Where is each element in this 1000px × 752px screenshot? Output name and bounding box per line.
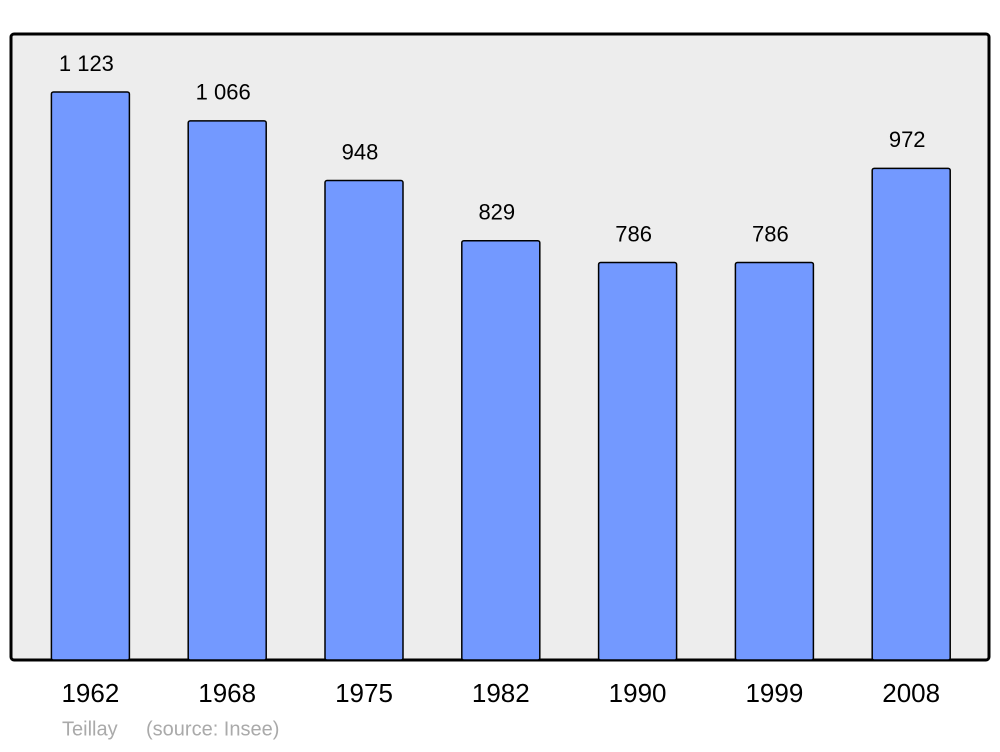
bar: [871, 167, 951, 661]
x-tick-label: 1968: [198, 678, 256, 708]
x-tick-label: 1975: [335, 678, 393, 708]
value-label: 948: [342, 139, 379, 164]
bar: [187, 120, 267, 661]
value-label: 1 123: [59, 51, 114, 76]
x-tick-label: 1999: [745, 678, 803, 708]
value-label: 786: [615, 221, 652, 246]
x-tick-label: 2008: [882, 678, 940, 708]
value-label: 829: [478, 200, 515, 225]
source: (source: Insee): [146, 718, 279, 740]
bar: [734, 261, 815, 661]
caption: Teillay: [62, 718, 118, 740]
x-tick-label: 1982: [472, 678, 530, 708]
bar: [50, 91, 131, 661]
value-label: 786: [752, 221, 789, 246]
x-tick-label: 1990: [609, 678, 667, 708]
value-label: 972: [889, 127, 926, 152]
value-label: 1 066: [196, 80, 251, 105]
bar: [324, 179, 404, 661]
bar: [597, 261, 678, 661]
x-tick-label: 1962: [61, 678, 119, 708]
bar: [461, 239, 541, 661]
